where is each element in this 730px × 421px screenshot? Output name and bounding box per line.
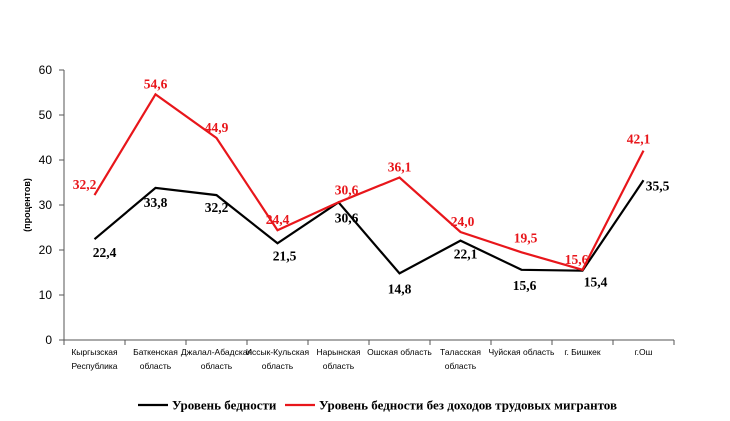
- x-axis-ticks: Кыргызская Республика Баткенская область Джа…: [71, 347, 652, 371]
- data-label-series-2: 15,6: [565, 252, 589, 267]
- series-lines: [93, 92, 645, 275]
- legend-label-series-1: Уровень бедности: [172, 398, 277, 413]
- data-label-series-2: 42,1: [627, 132, 651, 147]
- data-label-series-2: 36,1: [388, 160, 412, 175]
- data-label-series-2: 30,6: [335, 182, 359, 197]
- data-label-series-1: 21,5: [273, 248, 297, 263]
- series-line-1: [93, 179, 645, 275]
- y-axis-label: (процентов): [22, 178, 32, 232]
- x-tick-label: Кыргызская: [71, 347, 118, 357]
- y-tick-label: 40: [39, 153, 53, 167]
- x-tick-label: Иссык-Кульская: [246, 347, 310, 357]
- data-label-series-2: 24,4: [266, 212, 290, 227]
- data-labels: 22,4 33,8 32,2 21,5 30,6 14,8 22,1 15,6 15,4 35,5…: [73, 76, 670, 296]
- x-tick-label: г.Ош: [635, 347, 653, 357]
- x-tick-label: область: [262, 361, 294, 371]
- x-tick-label: Республика: [71, 361, 117, 371]
- data-label-series-1: 32,2: [205, 200, 229, 215]
- x-tick-label: Нарынская: [317, 347, 361, 357]
- x-tick-label: область: [140, 361, 172, 371]
- data-label-series-1: 15,4: [584, 275, 608, 290]
- x-tick-label: г. Бишкек: [564, 347, 600, 357]
- legend-label-series-2: Уровень бедности без доходов трудовых ми…: [319, 398, 617, 413]
- x-tick-label: Таласская: [440, 347, 481, 357]
- y-tick-label: 0: [45, 333, 52, 347]
- y-tick-label: 20: [39, 243, 53, 257]
- x-tick-label: Джалал-Абадская: [181, 347, 253, 357]
- data-label-series-1: 14,8: [388, 281, 412, 296]
- y-tick-label: 60: [39, 63, 53, 77]
- data-label-series-2: 54,6: [144, 76, 168, 91]
- x-tick-label: область: [201, 361, 233, 371]
- data-label-series-1: 35,5: [646, 178, 670, 193]
- y-tick-label: 50: [39, 108, 53, 122]
- data-label-series-2: 44,9: [205, 120, 229, 135]
- legend: Уровень бедности Уровень бедности без до…: [138, 398, 617, 413]
- data-label-series-2: 19,5: [514, 230, 538, 245]
- x-tick-label: область: [323, 361, 355, 371]
- data-label-series-1: 22,4: [93, 245, 117, 260]
- data-label-series-1: 22,1: [454, 247, 478, 262]
- x-tick-label: Баткенская: [133, 347, 178, 357]
- series-line-2: [93, 92, 645, 272]
- data-label-series-1: 15,6: [513, 278, 537, 293]
- data-label-series-2: 24,0: [451, 214, 475, 229]
- data-label-series-1: 30,6: [335, 210, 359, 225]
- x-tick-label: область: [445, 361, 477, 371]
- data-label-series-2: 32,2: [73, 177, 97, 192]
- y-tick-label: 30: [39, 198, 53, 212]
- y-axis-ticks: 0 10 20 30 40 50 60: [39, 63, 64, 347]
- x-tick-label: Чуйская область: [489, 347, 556, 357]
- x-tick-label: Ошская область: [367, 347, 432, 357]
- data-label-series-1: 33,8: [144, 195, 168, 210]
- y-tick-label: 10: [39, 288, 53, 302]
